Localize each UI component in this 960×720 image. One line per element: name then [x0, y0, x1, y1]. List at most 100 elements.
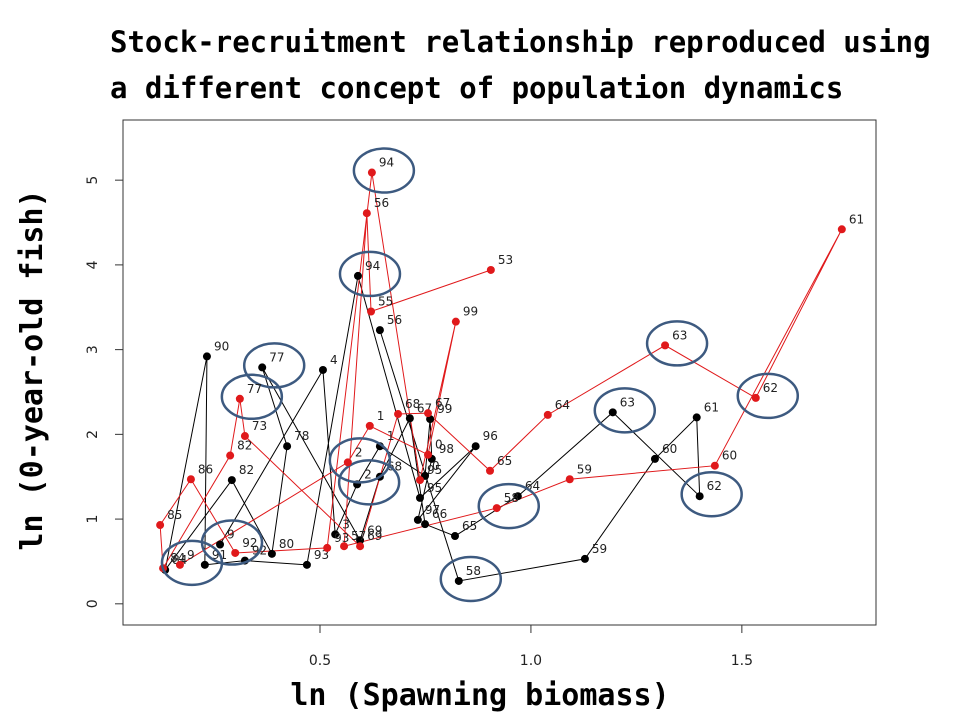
data-point	[231, 548, 240, 557]
data-point	[513, 492, 522, 501]
highlight-circle	[736, 372, 800, 420]
point-label: 2	[355, 445, 363, 459]
data-point	[240, 432, 249, 441]
data-point	[486, 466, 495, 475]
point-label: 53	[498, 253, 513, 267]
data-point	[450, 532, 459, 541]
highlight-circle	[593, 387, 657, 434]
highlight-circle	[439, 555, 503, 603]
data-point	[362, 209, 371, 218]
data-point	[175, 560, 184, 569]
data-point	[226, 451, 235, 460]
point-label: 69	[367, 529, 382, 543]
point-label: 77	[269, 350, 284, 364]
point-label: 9	[227, 528, 235, 542]
highlight-circle	[645, 320, 709, 367]
data-point	[283, 442, 292, 451]
point-label: 68	[405, 397, 420, 411]
point-label: 98	[439, 442, 454, 456]
y-tick-label: 5	[85, 176, 101, 185]
point-label: 59	[577, 462, 592, 476]
data-point	[235, 394, 244, 403]
point-label: 61	[849, 212, 864, 226]
data-point	[471, 442, 480, 451]
highlight-circle	[352, 147, 416, 194]
point-label: 58	[504, 491, 519, 505]
point-label: 82	[239, 463, 254, 477]
point-label: 0	[432, 459, 440, 473]
point-label: 61	[704, 400, 719, 414]
data-point	[343, 458, 352, 467]
point-label: 66	[432, 507, 447, 521]
point-label: 85	[167, 508, 182, 522]
data-point	[375, 326, 384, 335]
chart-title: Stock-recruitment relationship reproduce…	[110, 25, 931, 59]
data-point	[318, 365, 327, 374]
y-axis-label: ln (0-year-old fish)	[15, 189, 50, 550]
point-label: 86	[198, 462, 213, 476]
data-point	[451, 317, 460, 326]
x-axis-label: ln (Spawning biomass)	[290, 678, 669, 713]
highlight-circle	[160, 539, 224, 587]
data-point	[267, 549, 276, 558]
y-tick-label: 1	[85, 515, 101, 524]
point-label: 95	[427, 463, 442, 477]
data-point	[367, 307, 376, 316]
point-label: 77	[247, 382, 262, 396]
point-label: 99	[463, 305, 478, 319]
point-label: 80	[279, 537, 294, 551]
point-label: 56	[387, 313, 402, 327]
point-label: 60	[722, 449, 737, 463]
data-point	[454, 576, 463, 585]
data-point	[650, 454, 659, 463]
y-tick-label: 3	[85, 345, 101, 354]
data-point	[356, 542, 365, 551]
highlight-circle	[477, 482, 541, 530]
point-label: 65	[462, 519, 477, 533]
point-label: 96	[483, 429, 498, 443]
point-label: 93	[334, 531, 349, 545]
data-point	[580, 554, 589, 563]
data-point	[353, 271, 362, 280]
data-point	[423, 450, 432, 459]
data-point	[710, 461, 719, 470]
plot-frame	[122, 119, 877, 626]
data-point	[486, 265, 495, 274]
point-label: 94	[379, 156, 394, 170]
point-label: 62	[707, 479, 722, 493]
data-point	[365, 421, 374, 430]
chart-title: a different concept of population dynami…	[110, 71, 843, 105]
data-point	[565, 475, 574, 484]
data-point	[492, 504, 501, 513]
x-tick-label: 0.5	[309, 653, 331, 669]
point-label: 73	[252, 419, 267, 433]
highlight-circle	[338, 250, 402, 298]
data-point	[394, 410, 403, 419]
data-point	[543, 410, 552, 419]
highlight-circle	[337, 459, 401, 506]
point-label: 60	[662, 442, 677, 456]
point-label: 1	[377, 409, 385, 423]
data-point	[202, 352, 211, 361]
data-point	[216, 540, 225, 549]
data-point	[751, 393, 760, 402]
data-point	[227, 476, 236, 485]
point-label: 56	[374, 196, 389, 210]
point-label: 95	[427, 481, 442, 495]
point-label: 65	[497, 454, 512, 468]
y-tick-label: 0	[85, 599, 101, 608]
point-label: 4	[330, 353, 338, 367]
data-point	[415, 476, 424, 485]
data-point	[608, 408, 617, 417]
data-point	[323, 543, 332, 552]
data-point	[695, 492, 704, 501]
point-label: 99	[437, 402, 452, 416]
point-label: 67	[435, 396, 450, 410]
data-point	[367, 168, 376, 177]
data-point	[340, 542, 349, 551]
point-label: 92	[242, 536, 257, 550]
point-label: 63	[620, 395, 635, 409]
y-tick-label: 2	[85, 430, 101, 439]
point-label: 1	[387, 429, 395, 443]
data-point	[661, 341, 670, 350]
